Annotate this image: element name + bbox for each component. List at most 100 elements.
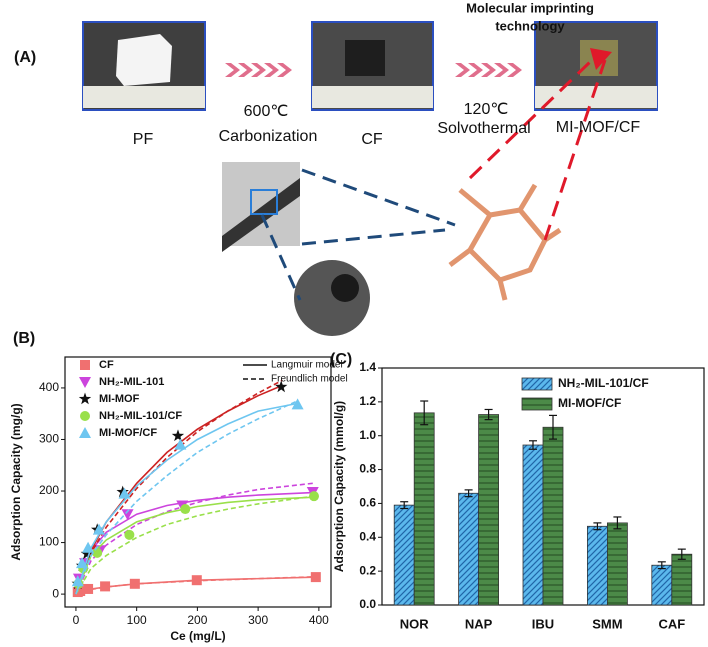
error-bar bbox=[420, 400, 429, 426]
point bbox=[180, 504, 191, 515]
y-tick-label: 1.2 bbox=[359, 394, 376, 408]
x-axis-title: Ce (mg/L) bbox=[170, 629, 225, 643]
y-tick-label: 0.0 bbox=[359, 597, 376, 611]
ruler bbox=[535, 86, 657, 108]
plot-frame bbox=[64, 356, 332, 608]
legend-label: CF bbox=[99, 359, 114, 371]
point bbox=[76, 557, 89, 569]
panel-label: (C) bbox=[330, 351, 352, 368]
cf-block bbox=[345, 40, 385, 76]
fit-curve bbox=[75, 384, 283, 595]
sem-pore bbox=[294, 260, 370, 336]
legend-marker bbox=[80, 411, 90, 421]
header: technology bbox=[495, 18, 565, 33]
bar bbox=[651, 564, 673, 606]
x-tick-label: 400 bbox=[309, 613, 329, 627]
x-tick-label: NOR bbox=[400, 616, 430, 631]
legend-label: NH₂-MIL-101 bbox=[99, 376, 164, 388]
header: Molecular imprinting bbox=[466, 0, 594, 15]
point bbox=[71, 575, 84, 587]
legend-label: NH₂-MIL-101/CF bbox=[558, 376, 649, 390]
bar bbox=[671, 553, 693, 606]
point bbox=[80, 547, 93, 560]
panel-label: (A) bbox=[14, 49, 36, 66]
error-bar bbox=[677, 548, 686, 560]
bar bbox=[393, 504, 415, 606]
bar bbox=[607, 522, 628, 606]
fit-curve bbox=[75, 495, 315, 595]
stage-label: CF bbox=[361, 131, 383, 148]
point bbox=[191, 575, 202, 586]
bar bbox=[478, 414, 500, 606]
x-tick-label: 0 bbox=[73, 613, 80, 627]
y-tick-label: 0 bbox=[52, 586, 59, 600]
point bbox=[93, 523, 106, 535]
y-tick-label: 400 bbox=[39, 380, 59, 394]
y-tick-label: 100 bbox=[39, 535, 59, 549]
foam-network bbox=[448, 183, 562, 301]
y-tick-label: 300 bbox=[39, 432, 59, 446]
point bbox=[82, 541, 95, 553]
x-tick-label: 300 bbox=[248, 613, 268, 627]
x-tick-label: NAP bbox=[465, 616, 493, 631]
error-bar bbox=[593, 522, 602, 531]
bar bbox=[522, 444, 544, 606]
fit-curve bbox=[75, 402, 298, 595]
point bbox=[124, 529, 135, 540]
error-bar bbox=[613, 516, 622, 530]
legend-label: NH₂-MIL-101/CF bbox=[99, 410, 182, 422]
legend-swatch bbox=[521, 397, 553, 411]
pore-hole bbox=[331, 274, 359, 302]
x-tick-label: 100 bbox=[127, 613, 147, 627]
legend-label: MI-MOF/CF bbox=[558, 396, 621, 410]
step-process: Carbonization bbox=[219, 128, 318, 145]
fit-curve bbox=[75, 491, 313, 595]
x-tick-label: CAF bbox=[658, 616, 685, 631]
point bbox=[174, 438, 187, 450]
error-bar bbox=[464, 489, 473, 498]
x-tick-label: IBU bbox=[532, 616, 554, 631]
panel-label: (B) bbox=[13, 330, 35, 347]
step-temp: 600℃ bbox=[244, 103, 289, 120]
zoom-box bbox=[250, 189, 278, 215]
legend-label: Freundlich model bbox=[271, 374, 348, 385]
error-bar bbox=[484, 408, 493, 421]
legend-marker bbox=[79, 377, 91, 388]
bar bbox=[542, 426, 564, 606]
bar bbox=[587, 525, 608, 606]
y-tick-label: 200 bbox=[39, 483, 59, 497]
point bbox=[275, 380, 288, 393]
error-bar bbox=[529, 440, 537, 450]
x-tick-label: 200 bbox=[187, 613, 207, 627]
legend-marker bbox=[78, 392, 92, 405]
chevrons bbox=[225, 63, 522, 77]
point bbox=[308, 491, 319, 502]
pf-block bbox=[116, 34, 172, 86]
y-tick-label: 0.8 bbox=[359, 462, 376, 476]
legend-marker bbox=[80, 360, 90, 370]
stage-label: PF bbox=[133, 131, 154, 148]
y-tick-label: 1.4 bbox=[359, 360, 376, 374]
point bbox=[171, 429, 185, 442]
ruler bbox=[83, 86, 205, 108]
legend-label: Langmuir model bbox=[271, 360, 343, 371]
error-bar bbox=[400, 501, 409, 510]
y-axis-title: Adsorption Capacity (mg/g) bbox=[9, 403, 23, 560]
y-axis-title: Adsorption Capacity (mmol/g) bbox=[332, 401, 346, 572]
bar bbox=[458, 492, 480, 606]
error-bar bbox=[549, 414, 557, 440]
bar bbox=[413, 412, 435, 606]
point bbox=[100, 581, 111, 592]
point bbox=[92, 547, 103, 558]
legend-label: MI-MOF bbox=[99, 393, 140, 405]
zoom-lines bbox=[260, 168, 456, 301]
y-tick-label: 0.6 bbox=[359, 496, 376, 510]
legend-label: MI-MOF/CF bbox=[99, 427, 157, 439]
y-tick-label: 0.2 bbox=[359, 563, 376, 577]
x-tick-label: SMM bbox=[592, 616, 622, 631]
point bbox=[310, 572, 321, 583]
fit-curve bbox=[75, 379, 283, 595]
point bbox=[83, 583, 94, 594]
red-arrows bbox=[468, 48, 612, 241]
